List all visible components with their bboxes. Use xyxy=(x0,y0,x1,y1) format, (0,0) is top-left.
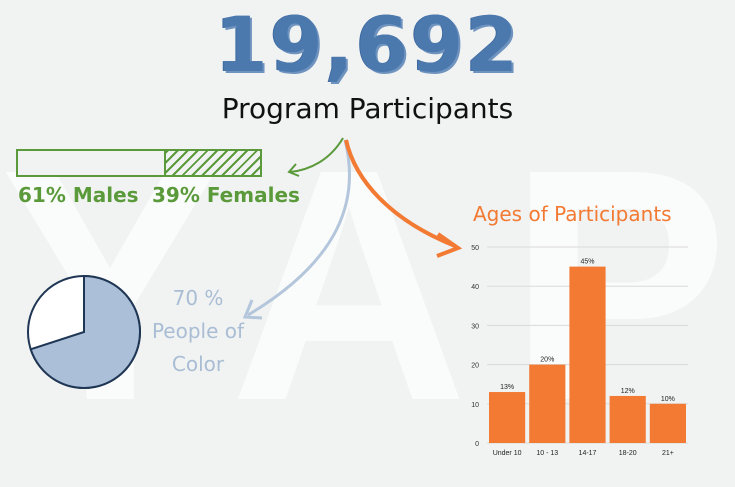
female-label: 39% Females xyxy=(152,183,300,207)
x-tick-label: 14-17 xyxy=(579,450,597,457)
male-label: 61% Males xyxy=(18,183,139,207)
x-tick-label: 18-20 xyxy=(619,450,637,457)
gender-bar-female-segment xyxy=(163,151,260,175)
participant-count: 19,692 xyxy=(214,0,521,89)
arrow-head-ages xyxy=(436,232,463,258)
bar-4 xyxy=(649,403,686,443)
arrow-head-poc xyxy=(242,299,263,320)
bar-0 xyxy=(489,392,526,443)
y-tick-label: 50 xyxy=(471,245,479,252)
poc-line-3: Color xyxy=(171,352,225,376)
y-tick-label: 40 xyxy=(471,284,479,291)
poc-line-2: People of xyxy=(151,319,245,343)
x-tick-label: Under 10 xyxy=(493,450,522,457)
chart-title: Ages of Participants xyxy=(473,202,672,226)
arrow-to-gender xyxy=(289,137,344,173)
poc-line-1: 70 % xyxy=(172,286,224,310)
x-tick-label: 21+ xyxy=(662,450,674,457)
bar-3 xyxy=(609,395,646,443)
data-label: 10% xyxy=(661,396,675,403)
y-tick-label: 10 xyxy=(471,402,479,409)
x-tick-label: 10 - 13 xyxy=(536,450,558,457)
gender-bar xyxy=(16,149,262,177)
arrow-to-poc xyxy=(247,139,352,317)
data-label: 20% xyxy=(540,357,554,364)
data-label: 13% xyxy=(500,384,514,391)
bar-1 xyxy=(529,364,566,443)
data-label: 12% xyxy=(621,388,635,395)
pie-slice-people-of-color xyxy=(29,274,141,389)
data-label: 45% xyxy=(580,259,594,266)
y-tick-label: 30 xyxy=(471,323,479,330)
arrow-head-gender xyxy=(287,163,300,177)
bar-2 xyxy=(569,266,606,443)
ages-bar-chart: 0 10 20 30 40 50 13% Under 10 20% 10 - 13 45% 14-17… xyxy=(471,245,688,457)
arrow-to-ages xyxy=(344,139,456,248)
y-tick-label: 0 xyxy=(475,441,479,448)
people-of-color-pie xyxy=(27,274,141,389)
participant-subtitle: Program Participants xyxy=(221,92,514,125)
people-of-color-label: 70 % People of Color xyxy=(143,282,253,381)
y-tick-label: 20 xyxy=(471,363,479,370)
